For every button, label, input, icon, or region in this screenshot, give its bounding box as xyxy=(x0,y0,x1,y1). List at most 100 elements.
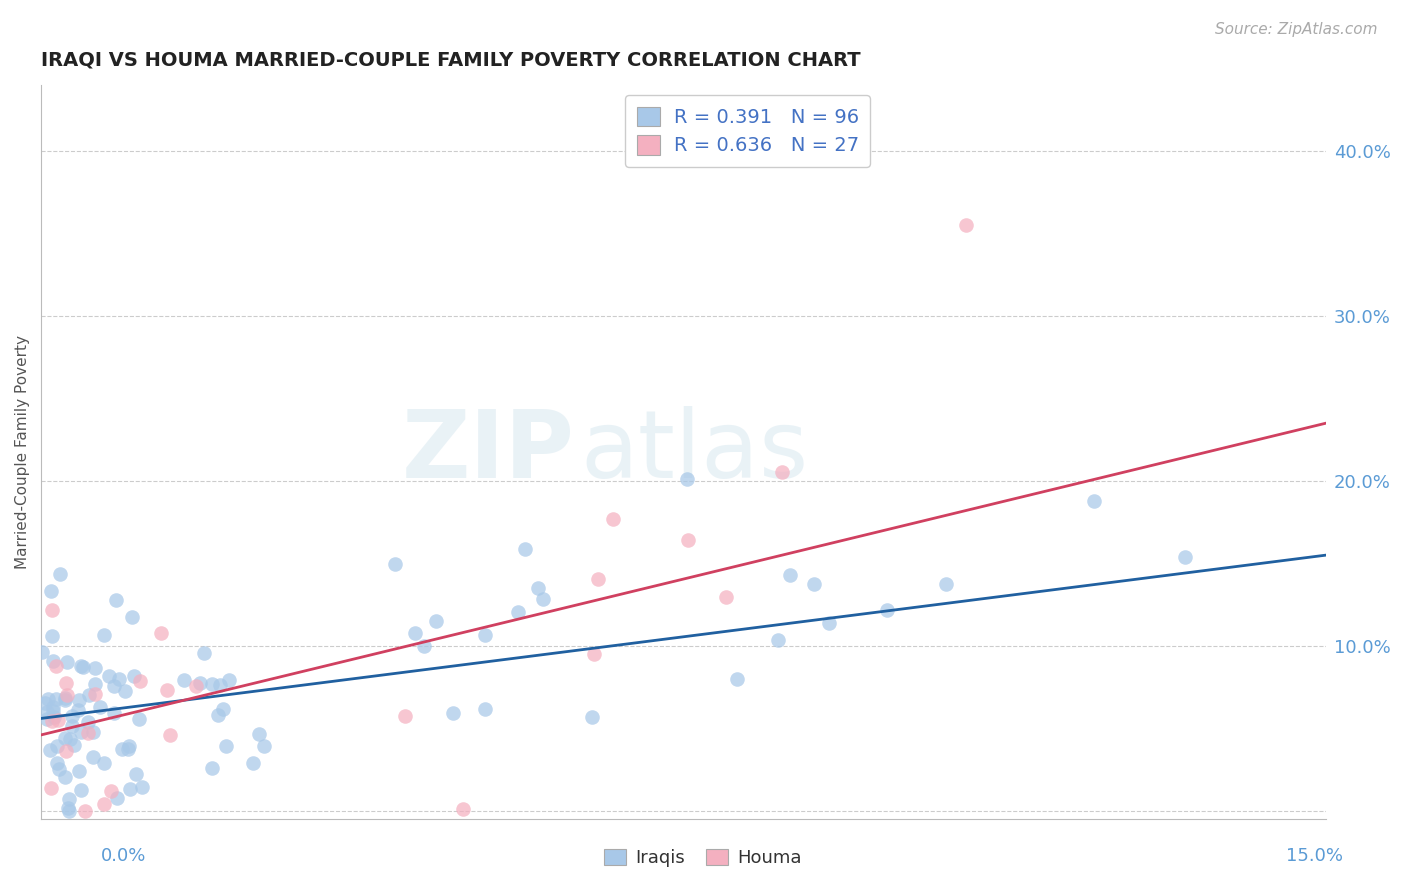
Point xyxy=(103,679,125,693)
Point xyxy=(404,626,426,640)
Point xyxy=(45,739,67,753)
Point xyxy=(252,739,274,754)
Point xyxy=(67,693,90,707)
Point xyxy=(779,568,801,582)
Point xyxy=(149,626,172,640)
Point xyxy=(67,703,90,717)
Point xyxy=(103,706,125,721)
Legend: R = 0.391   N = 96, R = 0.636   N = 27: R = 0.391 N = 96, R = 0.636 N = 27 xyxy=(626,95,870,167)
Point xyxy=(188,676,211,690)
Point xyxy=(716,591,738,605)
Point xyxy=(207,707,229,722)
Point xyxy=(46,756,69,770)
Point xyxy=(82,724,104,739)
Point xyxy=(48,713,70,727)
Point xyxy=(98,669,121,683)
Point xyxy=(675,472,697,486)
Point xyxy=(108,672,131,686)
Y-axis label: Married-Couple Family Poverty: Married-Couple Family Poverty xyxy=(15,335,30,569)
Text: IRAQI VS HOUMA MARRIED-COUPLE FAMILY POVERTY CORRELATION CHART: IRAQI VS HOUMA MARRIED-COUPLE FAMILY POV… xyxy=(41,51,860,70)
Text: 15.0%: 15.0% xyxy=(1285,847,1343,865)
Point xyxy=(818,615,841,630)
Point xyxy=(93,756,115,770)
Point xyxy=(1174,550,1197,565)
Point xyxy=(41,714,63,729)
Point xyxy=(35,705,58,719)
Legend: Iraqis, Houma: Iraqis, Houma xyxy=(598,841,808,874)
Point xyxy=(67,764,90,778)
Text: Source: ZipAtlas.com: Source: ZipAtlas.com xyxy=(1215,22,1378,37)
Point xyxy=(93,797,115,811)
Point xyxy=(770,465,793,479)
Point xyxy=(676,533,699,547)
Point xyxy=(84,687,107,701)
Text: 0.0%: 0.0% xyxy=(101,847,146,865)
Point xyxy=(215,739,238,754)
Point xyxy=(114,683,136,698)
Point xyxy=(602,512,624,526)
Point xyxy=(474,702,496,716)
Point xyxy=(69,725,91,739)
Point xyxy=(186,679,208,693)
Point xyxy=(56,688,79,702)
Point xyxy=(58,804,80,818)
Point xyxy=(41,602,63,616)
Point xyxy=(412,639,434,653)
Point xyxy=(242,756,264,770)
Point xyxy=(441,706,464,721)
Point xyxy=(128,713,150,727)
Point xyxy=(105,593,128,607)
Point xyxy=(531,592,554,607)
Point xyxy=(60,718,83,732)
Point xyxy=(41,629,63,643)
Point xyxy=(69,782,91,797)
Point xyxy=(89,700,111,714)
Point xyxy=(247,727,270,741)
Point xyxy=(77,726,100,740)
Point xyxy=(425,614,447,628)
Point xyxy=(84,677,107,691)
Point xyxy=(118,781,141,796)
Point xyxy=(124,669,146,683)
Point xyxy=(121,610,143,624)
Point xyxy=(581,710,603,724)
Point xyxy=(128,674,150,689)
Point xyxy=(513,542,536,557)
Point xyxy=(42,654,65,668)
Point xyxy=(725,673,748,687)
Point xyxy=(193,646,215,660)
Point xyxy=(131,780,153,794)
Point xyxy=(803,577,825,591)
Point xyxy=(72,660,94,674)
Point xyxy=(209,678,232,692)
Point xyxy=(53,691,76,706)
Point xyxy=(105,791,128,805)
Point xyxy=(527,582,550,596)
Point xyxy=(173,673,195,688)
Point xyxy=(55,656,77,670)
Text: ZIP: ZIP xyxy=(401,406,574,498)
Point xyxy=(117,741,139,756)
Point xyxy=(60,709,83,723)
Point xyxy=(876,603,898,617)
Point xyxy=(49,566,72,581)
Point xyxy=(77,688,100,702)
Point xyxy=(111,741,134,756)
Point xyxy=(59,732,82,747)
Point xyxy=(42,709,65,723)
Point xyxy=(53,731,76,745)
Point xyxy=(39,743,62,757)
Point xyxy=(100,784,122,798)
Point xyxy=(58,792,80,806)
Point xyxy=(218,673,240,687)
Point xyxy=(93,628,115,642)
Point xyxy=(384,557,406,571)
Point xyxy=(56,801,79,815)
Point xyxy=(934,576,956,591)
Point xyxy=(53,770,76,784)
Point xyxy=(55,675,77,690)
Point xyxy=(53,693,76,707)
Point xyxy=(125,766,148,780)
Point xyxy=(31,645,53,659)
Point xyxy=(55,744,77,758)
